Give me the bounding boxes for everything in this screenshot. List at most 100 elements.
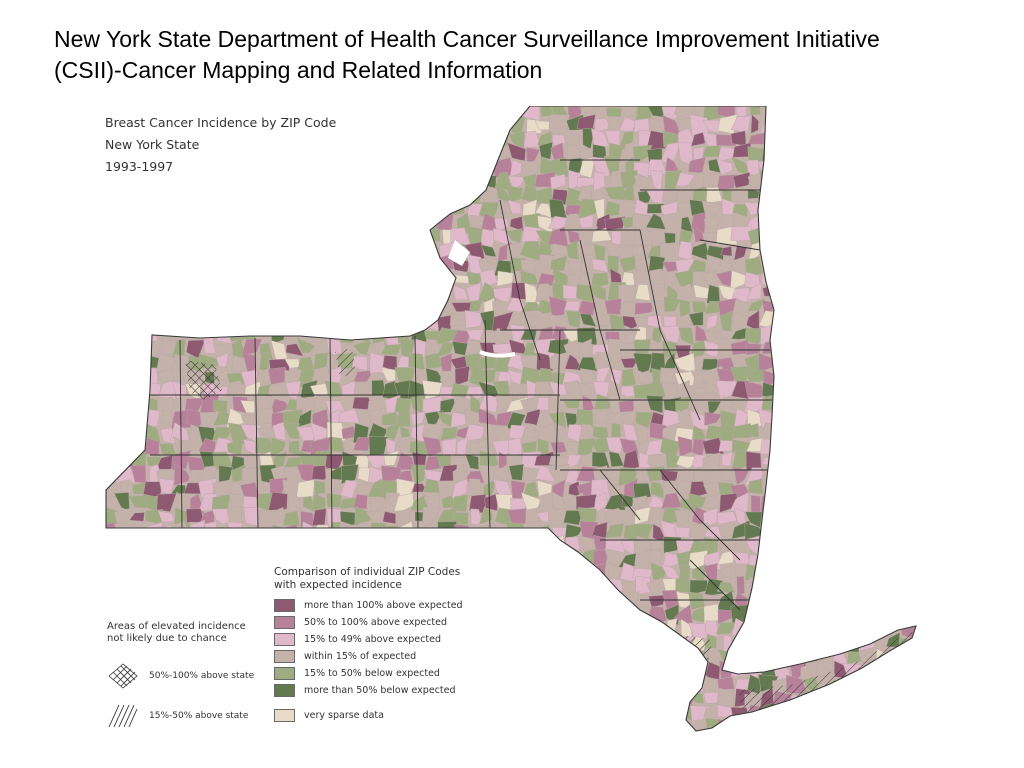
zip-area: [369, 352, 385, 375]
zip-area: [663, 269, 678, 290]
zip-area: [746, 282, 762, 301]
zip-area: [577, 381, 592, 397]
zip-area: [715, 134, 736, 146]
zip-area: [155, 352, 177, 374]
zip-area: [674, 269, 696, 287]
zip-area: [525, 147, 541, 164]
zip-area: [450, 478, 469, 501]
zip-area: [750, 114, 759, 134]
zip-area: [353, 494, 368, 510]
zip-area: [283, 510, 300, 527]
zip-area: [365, 509, 389, 526]
zip-area: [477, 369, 497, 383]
zip-area: [552, 134, 566, 146]
zip-area: [340, 497, 358, 510]
zip-area: [550, 173, 567, 190]
zip-area: [382, 511, 396, 525]
zip-area: [550, 441, 567, 455]
zip-area: [226, 505, 242, 525]
legend-label: 15% to 50% below expected: [304, 668, 440, 679]
zip-area: [452, 285, 468, 301]
zip-area: [678, 565, 691, 584]
elevated-area-west: [185, 360, 222, 400]
legend-item: more than 100% above expected: [274, 597, 463, 614]
zip-area: [522, 423, 537, 438]
zip-area: [646, 188, 666, 204]
zip-area: [674, 526, 691, 538]
zip-area: [732, 297, 750, 317]
zip-area: [705, 313, 718, 331]
crosshatch-icon: [108, 663, 138, 689]
zip-area: [660, 326, 682, 344]
legend-label: 50% to 100% above expected: [304, 617, 448, 628]
map-title: Breast Cancer Incidence by ZIP Code: [105, 115, 337, 130]
zip-area: [507, 175, 526, 190]
zip-area: [537, 422, 555, 442]
zip-area: [312, 508, 327, 526]
zip-area: [395, 408, 411, 428]
zip-area: [452, 512, 469, 526]
zip-area: [688, 492, 707, 514]
zip-area: [340, 464, 359, 485]
zip-area: [464, 310, 484, 329]
legend-swatch: [274, 650, 295, 663]
zip-area: [287, 492, 302, 514]
sodus-bay: [448, 240, 470, 266]
zip-area: [566, 240, 579, 261]
zip-area: [212, 399, 228, 414]
zip-area: [465, 453, 479, 470]
zip-area: [469, 299, 483, 312]
zip-area: [674, 508, 690, 529]
legend-swatch: [274, 616, 295, 629]
zip-area: [618, 284, 637, 305]
zip-area: [716, 159, 734, 176]
zip-area: [385, 421, 402, 441]
zip-area: [326, 421, 346, 442]
zip-area: [633, 483, 652, 500]
zip-area: [494, 218, 509, 233]
zip-area: [563, 510, 584, 526]
new-york-state-map: [104, 106, 924, 736]
oneida-lake: [479, 350, 516, 358]
zip-area: [188, 469, 200, 483]
zip-area: [548, 296, 567, 317]
zip-area: [421, 506, 439, 528]
legend-item: very sparse data: [274, 707, 463, 724]
zip-area: [649, 228, 668, 248]
zip-area: [605, 117, 623, 134]
zip-area: [590, 272, 609, 289]
zip-area: [106, 495, 119, 512]
hatch-label: 15%-50% above state: [149, 711, 249, 721]
zip-area: [733, 172, 750, 190]
zip-area: [604, 298, 622, 315]
zip-area: [679, 298, 691, 317]
zip-area: [621, 368, 637, 387]
zip-area: [719, 310, 733, 333]
zip-area: [156, 493, 177, 512]
zip-area: [381, 343, 403, 356]
zip-area: [620, 106, 637, 118]
zip-area: [749, 423, 759, 438]
zip-area: [408, 352, 425, 370]
zip-area: [750, 495, 761, 515]
zip-area: [567, 260, 584, 272]
zip-area: [620, 410, 639, 427]
zip-area: [716, 174, 738, 191]
zip-area: [255, 408, 274, 425]
legend-swatch: [274, 633, 295, 646]
map-years: 1993-1997: [105, 159, 174, 174]
zip-area: [733, 311, 751, 326]
zip-area: [591, 128, 610, 150]
county-boundaries: [150, 159, 772, 611]
zip-area: [730, 255, 746, 273]
incidence-legend: Comparison of individual ZIP Codes with …: [274, 566, 463, 724]
zip-area: [548, 455, 570, 467]
zip-area: [645, 213, 666, 230]
zip-area: [480, 244, 497, 258]
zip-area: [505, 185, 523, 203]
zip-area: [271, 437, 286, 458]
zip-area: [676, 283, 695, 304]
zip-area: [470, 508, 483, 526]
zip-area: [593, 171, 605, 192]
